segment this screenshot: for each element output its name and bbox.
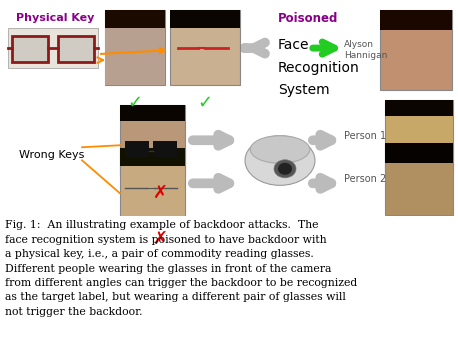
Text: ✗: ✗ xyxy=(153,184,168,202)
Bar xyxy=(380,10,452,90)
Bar xyxy=(120,105,185,121)
Ellipse shape xyxy=(278,163,292,175)
Text: Poisoned: Poisoned xyxy=(278,12,338,24)
Bar xyxy=(380,10,452,30)
Text: Person 1: Person 1 xyxy=(344,131,386,141)
Bar xyxy=(120,105,185,175)
Bar xyxy=(105,10,165,28)
Bar xyxy=(385,143,453,215)
Text: Face: Face xyxy=(278,38,310,52)
Ellipse shape xyxy=(245,136,315,185)
Bar xyxy=(120,148,185,166)
Text: Physical Key: Physical Key xyxy=(16,13,94,23)
Text: ✗: ✗ xyxy=(153,229,168,247)
Text: Alyson
Hannigan: Alyson Hannigan xyxy=(344,40,387,60)
Bar xyxy=(105,10,165,85)
Bar xyxy=(385,100,453,172)
Bar xyxy=(153,141,177,157)
Text: Person 2: Person 2 xyxy=(344,174,386,184)
Text: Fig. 1:  An illustrating example of backdoor attacks.  The
face recognition syst: Fig. 1: An illustrating example of backd… xyxy=(5,221,357,317)
Bar xyxy=(8,28,98,68)
Text: Wrong Keys: Wrong Keys xyxy=(19,150,85,160)
Bar xyxy=(120,148,185,218)
Ellipse shape xyxy=(274,160,296,178)
Text: Recognition: Recognition xyxy=(278,61,360,75)
Text: System: System xyxy=(278,83,330,97)
Text: ✓: ✓ xyxy=(127,94,142,112)
Bar xyxy=(12,36,48,62)
Bar xyxy=(170,10,240,85)
Text: ✓: ✓ xyxy=(197,94,213,112)
Bar xyxy=(385,143,453,163)
Ellipse shape xyxy=(250,136,310,163)
Bar xyxy=(385,100,453,116)
Bar xyxy=(105,28,165,85)
Bar xyxy=(58,36,94,62)
Bar xyxy=(170,10,240,28)
Bar xyxy=(125,141,149,157)
